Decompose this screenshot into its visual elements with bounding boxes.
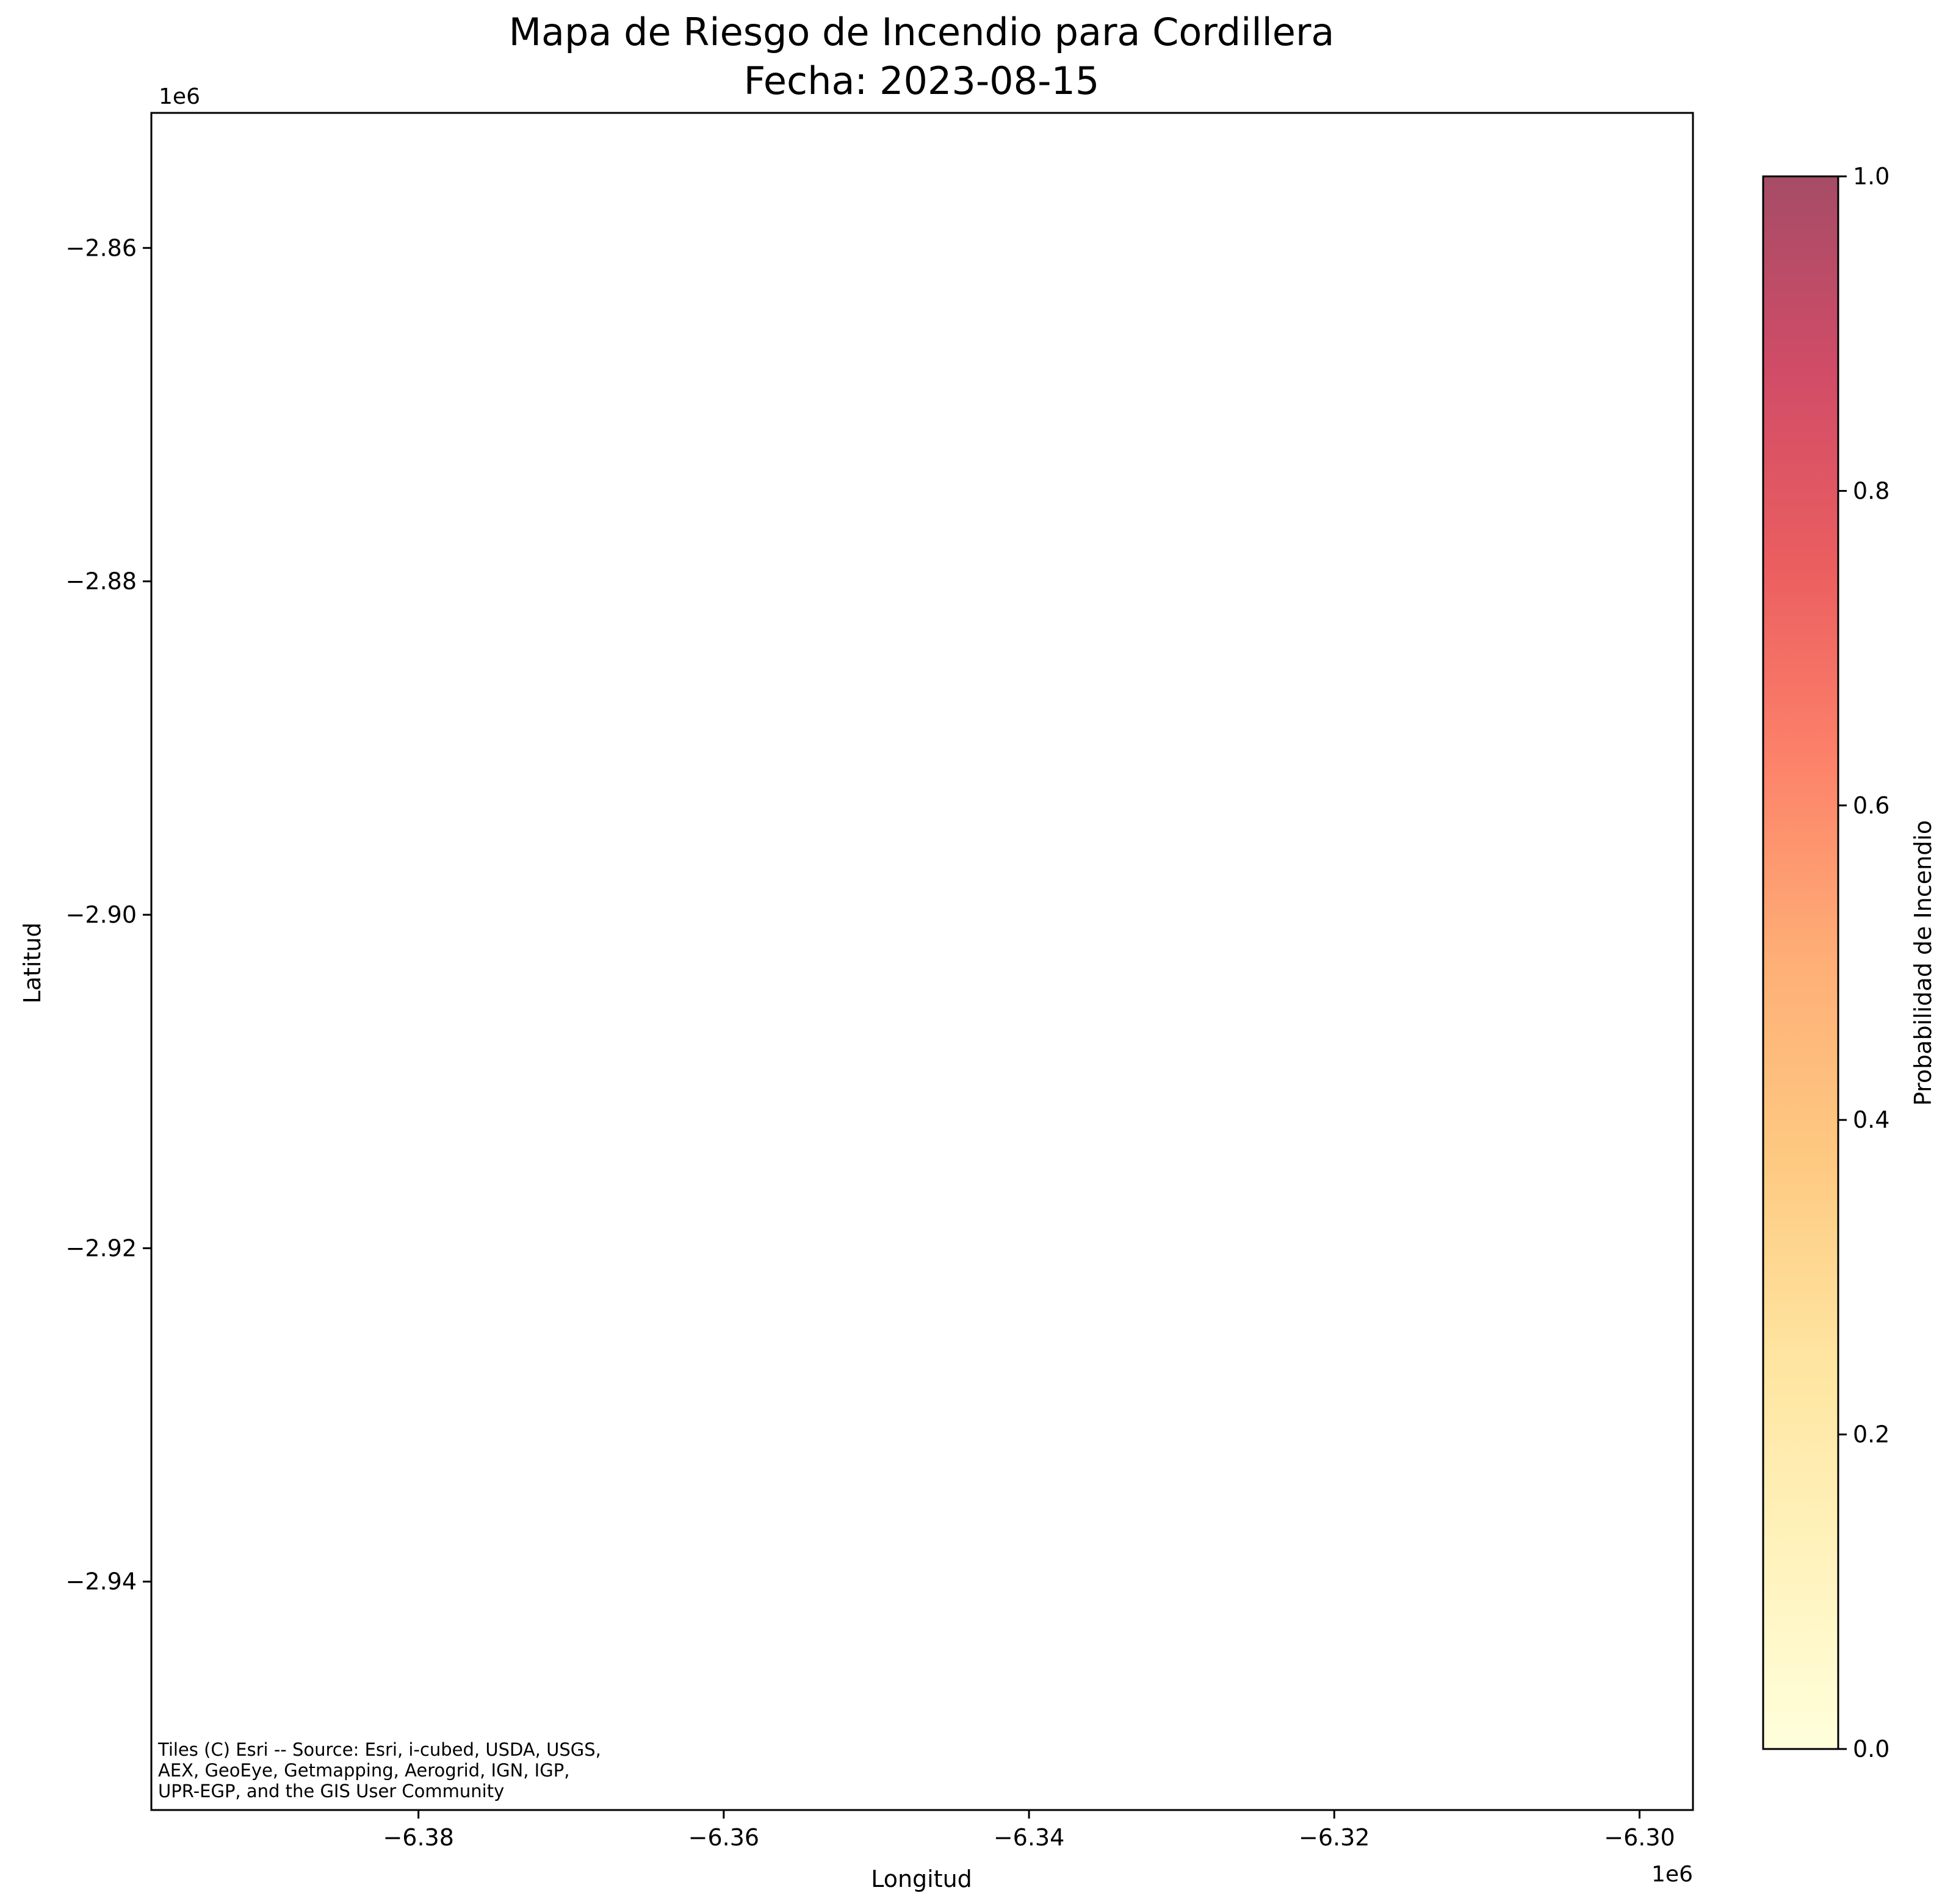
attribution-line: AEX, GeoEye, Getmapping, Aerogrid, IGN, …: [158, 1760, 569, 1781]
x-tick-label: −6.32: [1299, 1824, 1369, 1851]
y-axis-label: Latitud: [19, 922, 46, 1003]
y-tick-label: −2.94: [66, 1568, 137, 1595]
y-axis-ticks: −2.86 −2.88 −2.90 −2.92 −2.94: [66, 234, 151, 1595]
colorbar-tick-label: 0.6: [1853, 792, 1889, 819]
y-tick-label: −2.90: [66, 901, 137, 928]
colorbar-tick-label: 0.4: [1853, 1106, 1889, 1133]
x-tick-label: −6.38: [383, 1824, 453, 1851]
y-axis-offset-label: 1e6: [159, 84, 200, 109]
x-axis-offset-label: 1e6: [1651, 1862, 1693, 1887]
colorbar: [1762, 175, 1839, 1750]
map-title: Mapa de Riesgo de Incendio para Cordille…: [509, 10, 1335, 54]
map-area[interactable]: [150, 112, 1694, 1811]
map-attribution: Tiles (C) Esri -- Source: Esri, i-cubed,…: [157, 1739, 601, 1801]
y-tick-label: −2.86: [66, 234, 137, 261]
colorbar-label: Probabilidad de Incendio: [1910, 820, 1936, 1106]
map-subtitle: Fecha: 2023-08-15: [744, 59, 1100, 103]
colorbar-ticks: 0.0 0.2 0.4 0.6 0.8 1.0: [1838, 163, 1889, 1762]
y-tick-label: −2.92: [66, 1235, 137, 1261]
x-axis-label: Longitud: [871, 1866, 972, 1892]
x-tick-label: −6.34: [994, 1824, 1064, 1851]
colorbar-tick-label: 1.0: [1853, 163, 1889, 190]
attribution-line: UPR-EGP, and the GIS User Community: [158, 1781, 504, 1801]
x-axis-ticks: −6.38 −6.36 −6.34 −6.32 −6.30: [383, 1810, 1675, 1851]
colorbar-tick-label: 0.2: [1853, 1421, 1889, 1448]
attribution-line: Tiles (C) Esri -- Source: Esri, i-cubed,…: [157, 1739, 601, 1760]
colorbar-tick-label: 0.8: [1853, 477, 1889, 504]
x-tick-label: −6.36: [688, 1824, 759, 1851]
y-tick-label: −2.88: [66, 568, 137, 595]
x-tick-label: −6.30: [1604, 1824, 1675, 1851]
colorbar-tick-label: 0.0: [1853, 1736, 1889, 1762]
